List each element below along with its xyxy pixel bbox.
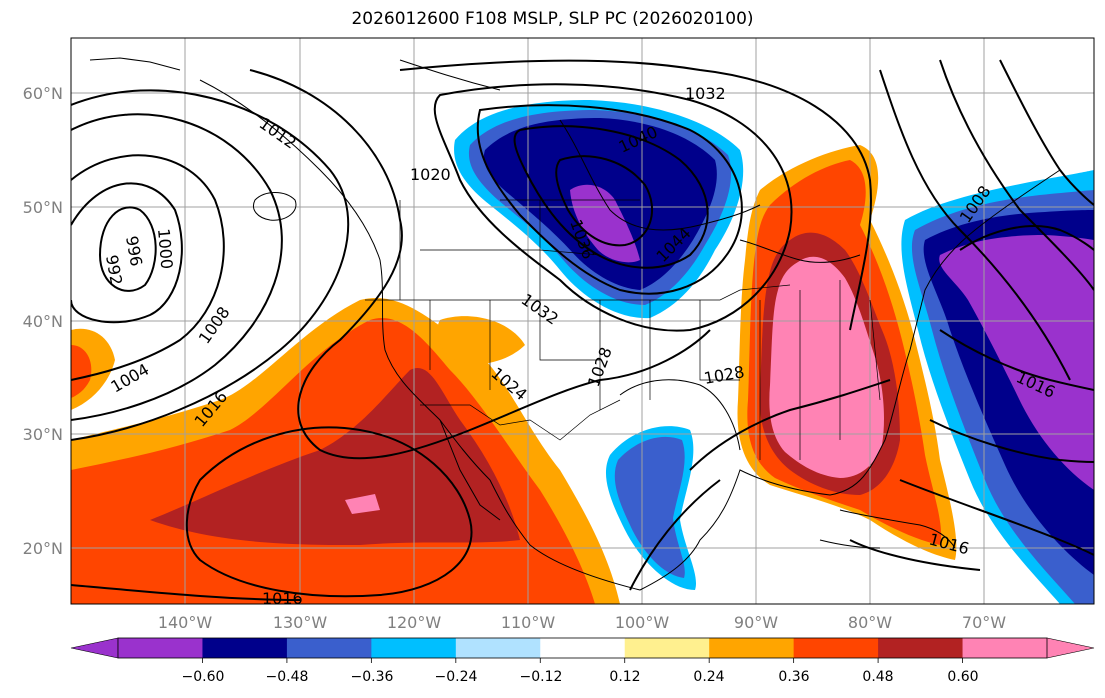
colorbar-segment xyxy=(371,638,457,658)
lat-label: 20°N xyxy=(23,539,63,558)
colorbar-tick-label: 0.12 xyxy=(609,669,640,685)
colorbar-over-triangle xyxy=(1046,637,1095,659)
longitude-labels: 140°W 130°W 120°W 110°W 100°W 90°W 80°W … xyxy=(158,613,1006,632)
colorbar-segment xyxy=(624,638,710,658)
negative-anomaly-atlantic xyxy=(901,170,1094,604)
colorbar-tick-label: 0.60 xyxy=(947,669,978,685)
colorbar-frame xyxy=(117,637,1048,659)
coastlines xyxy=(89,57,1061,591)
map-frame xyxy=(70,37,1095,605)
contour-label: 1032 xyxy=(685,84,726,103)
contour-label: 1016 xyxy=(262,589,303,608)
slp-contours xyxy=(71,59,1094,601)
lat-label: 50°N xyxy=(23,198,63,217)
negative-anomaly-gulf xyxy=(605,426,697,590)
colorbar-segment xyxy=(118,638,203,658)
lat-label: 60°N xyxy=(23,84,63,103)
lat-label: 40°N xyxy=(23,312,63,331)
colorbar-segment xyxy=(455,638,541,658)
lon-label: 70°W xyxy=(962,613,1006,632)
colorbar-segment xyxy=(202,638,288,658)
colorbar-tick-label: 0.36 xyxy=(778,669,809,685)
latitude-labels: 60°N 50°N 40°N 30°N 20°N xyxy=(23,84,63,558)
graticule xyxy=(71,38,1094,604)
colorbar-under-triangle xyxy=(70,637,119,659)
colorbar-segment xyxy=(793,638,879,658)
lon-label: 90°W xyxy=(734,613,778,632)
positive-anomaly-eastern-us xyxy=(737,145,957,560)
colorbar-tick-label: −0.12 xyxy=(520,669,563,685)
map-panel: 1032 1012 1040 1020 1036 1044 996 1000 9… xyxy=(71,38,1094,608)
colorbar-segment xyxy=(540,638,626,658)
colorbar-segment xyxy=(286,638,372,658)
colorbar-tick-label: −0.36 xyxy=(351,669,394,685)
colorbar-tick-label: −0.24 xyxy=(435,669,478,685)
lon-label: 140°W xyxy=(158,613,213,632)
positive-anomaly-pacific xyxy=(71,298,620,604)
colorbar-tick-label: −0.48 xyxy=(266,669,309,685)
colorbar-segment xyxy=(878,638,964,658)
lon-label: 130°W xyxy=(273,613,328,632)
lon-label: 80°W xyxy=(848,613,892,632)
colorbar-tick-label: 0.48 xyxy=(862,669,893,685)
lon-label: 110°W xyxy=(501,613,556,632)
contour-label: 1000 xyxy=(154,228,176,270)
colorbar-segment xyxy=(962,638,1048,658)
contour-label: 1020 xyxy=(410,165,451,184)
colorbar-tick-label: −0.60 xyxy=(182,669,225,685)
lat-label: 30°N xyxy=(23,425,63,444)
colorbar-segment xyxy=(709,638,795,658)
lon-label: 100°W xyxy=(615,613,670,632)
lon-label: 120°W xyxy=(387,613,442,632)
plot-title: 2026012600 F108 MSLP, SLP PC (2026020100… xyxy=(351,9,754,29)
colorbar: −0.60 −0.48 −0.36 −0.24 −0.12 0.12 0.24 … xyxy=(70,637,1095,685)
colorbar-tick-label: 0.24 xyxy=(693,669,724,685)
